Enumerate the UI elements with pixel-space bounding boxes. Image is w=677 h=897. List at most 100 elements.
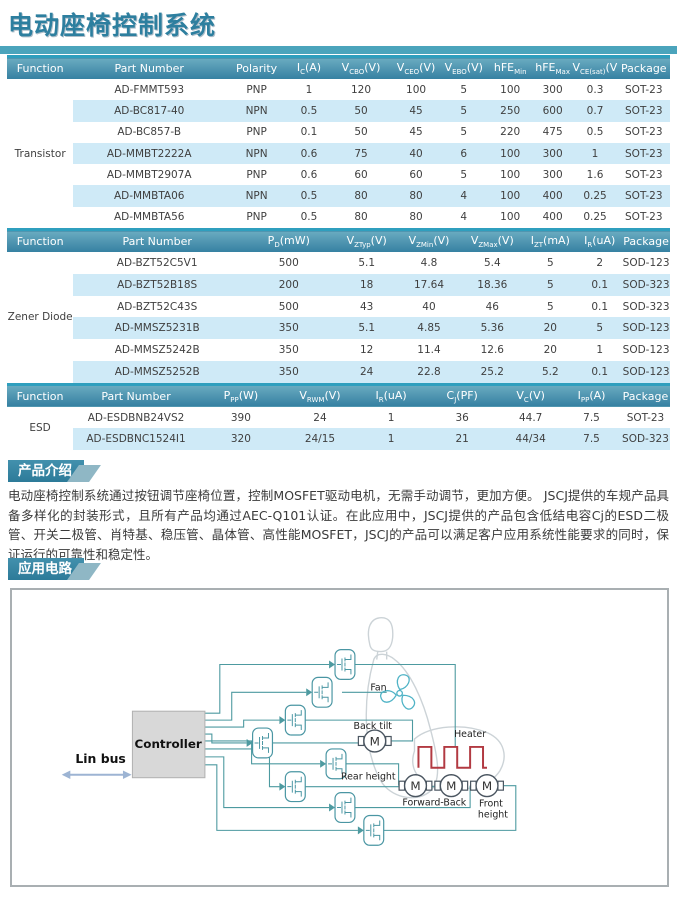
seat-outline (365, 617, 505, 799)
table-cell: 4 (439, 185, 488, 207)
component-tables: Function Part Number Polarity IC(A) VCBO(V) V… (7, 55, 670, 450)
table-cell: 12.6 (461, 339, 524, 362)
table-cell: 200 (241, 273, 337, 296)
rear-height-label: Rear height (341, 772, 396, 783)
motor-m-label: M (446, 779, 456, 793)
table-cell: 18.36 (461, 273, 524, 296)
table-cell: 1 (577, 339, 623, 362)
column-header: hFEMin (487, 55, 533, 79)
table-cell: AD-MMSZ5252B (73, 361, 242, 383)
section-label-application-circuit: 应用电路 (8, 558, 84, 580)
table-cell: 43 (336, 295, 397, 318)
table-row: AD-MMBTA06 NPN 0.5 80 80 4 100 400 0.25 SOT-23 (7, 185, 670, 207)
table-cell: 250 (487, 100, 533, 122)
column-header: VEBO(V) (439, 55, 488, 79)
table-cell: 300 (532, 164, 573, 186)
table-cell: 100 (487, 79, 533, 101)
table-cell: 5 (439, 164, 488, 186)
table-cell: 5 (439, 79, 488, 101)
controller-block: Controller (131, 710, 206, 779)
table-cell: 100 (487, 142, 533, 165)
table-cell: 80 (329, 185, 393, 207)
section-label-product-intro: 产品介绍 (8, 460, 84, 482)
motor-m-label: M (410, 779, 420, 793)
table-row: AD-BC817-40 NPN 0.5 50 45 5 250 600 0.7 SOT-23 (7, 100, 670, 122)
table-cell: SOD-123 (622, 361, 670, 383)
table-cell: 0.25 (572, 185, 618, 207)
table-cell: AD-FMMT593 (73, 79, 226, 101)
motor-m-label: M (370, 734, 380, 748)
table-cell: 500 (241, 252, 337, 274)
table-cell: 7.5 (562, 406, 621, 429)
table-cell: 0.5 (288, 206, 330, 229)
transistor-table: Function Part Number Polarity IC(A) VCBO(V) V… (7, 55, 670, 229)
table-row: AD-MMBT2907A PNP 0.6 60 60 5 100 300 1.6 SOT-23 (7, 164, 670, 186)
table-cell: 0.25 (572, 206, 618, 229)
table-cell: 45 (392, 100, 440, 122)
table-cell: 25.2 (461, 361, 524, 383)
table-cell: 0.7 (572, 100, 618, 122)
table-cell: 11.4 (396, 339, 462, 362)
lin-bus-arrow (61, 770, 132, 780)
esd-table: Function Part Number PPP(W) VRWM(V) IR(uA) CJ… (7, 382, 670, 450)
front-height-label-line2: height (478, 809, 508, 820)
table-cell: 24 (282, 406, 357, 429)
table-cell: 4.8 (396, 252, 462, 274)
table-cell: 0.1 (577, 361, 623, 383)
table-cell: NPN (225, 142, 289, 165)
table-cell: AD-ESDBNB24VS2 (73, 406, 199, 429)
table-cell: PNP (225, 121, 289, 143)
table-cell: 100 (487, 206, 533, 229)
table-cell: SOT-23 (617, 100, 670, 122)
column-header: VRWM(V) (282, 382, 357, 407)
table-cell: 0.1 (577, 273, 623, 296)
table-cell: SOT-23 (617, 79, 670, 101)
table-cell: 1 (357, 406, 426, 429)
table-cell: 4.85 (396, 317, 462, 340)
table-cell: 5.2 (523, 361, 578, 383)
mosfet-6 (284, 771, 306, 803)
table-cell: 0.6 (288, 164, 330, 186)
mosfet-2 (311, 676, 333, 708)
column-header: IR(uA) (357, 382, 426, 407)
table-cell: 36 (425, 406, 500, 429)
table-cell: 4 (439, 206, 488, 229)
front-height-label-line1: Front (479, 799, 503, 810)
table-cell: 475 (532, 121, 573, 143)
zener-diode-table: Function Part Number PD(mW) VZTyp(V) VZMin(V… (7, 228, 670, 383)
table-cell: 300 (532, 79, 573, 101)
table-cell: NPN (225, 185, 289, 207)
table-cell: 40 (396, 295, 462, 318)
table-cell: AD-MMSZ5231B (73, 317, 242, 340)
table-cell: 80 (392, 185, 440, 207)
table-row: AD-MMBTA56 PNP 0.5 80 80 4 100 400 0.25 SOT-23 (7, 206, 670, 229)
table-cell: 2 (577, 252, 623, 274)
table-cell: 350 (241, 361, 337, 383)
column-header: Polarity (225, 55, 289, 79)
table-row: AD-MMSZ5231B 350 5.1 4.85 5.36 20 5 SOD-123 (7, 317, 670, 340)
table-cell: PNP (225, 79, 289, 101)
table-cell: 0.1 (577, 295, 623, 318)
table-cell: 5.1 (336, 252, 397, 274)
table-cell: 5 (439, 100, 488, 122)
fan-icon (379, 674, 416, 710)
lin-bus-label: Lin bus (75, 751, 125, 766)
table-cell: 5 (523, 252, 578, 274)
column-header: Function (7, 228, 74, 253)
table-cell: 17.64 (396, 273, 462, 296)
table-cell: PNP (225, 164, 289, 186)
table-cell: 300 (532, 142, 573, 165)
table-row: Zener Diode AD-BZT52C5V1 500 5.1 4.8 5.4 5 2 SOD… (7, 252, 670, 383)
mosfet-7 (334, 792, 356, 824)
table-cell: NPN (225, 100, 289, 122)
column-header: VZMax(V) (461, 228, 524, 253)
table-cell: SOT-23 (620, 406, 670, 429)
table-cell: 600 (532, 100, 573, 122)
table-cell: 1 (357, 428, 426, 450)
table-cell: 45 (392, 121, 440, 143)
table-cell: SOT-23 (617, 164, 670, 186)
column-header: CJ(PF) (425, 382, 500, 407)
table-cell: PNP (225, 206, 289, 229)
table-cell: AD-BC857-B (73, 121, 226, 143)
